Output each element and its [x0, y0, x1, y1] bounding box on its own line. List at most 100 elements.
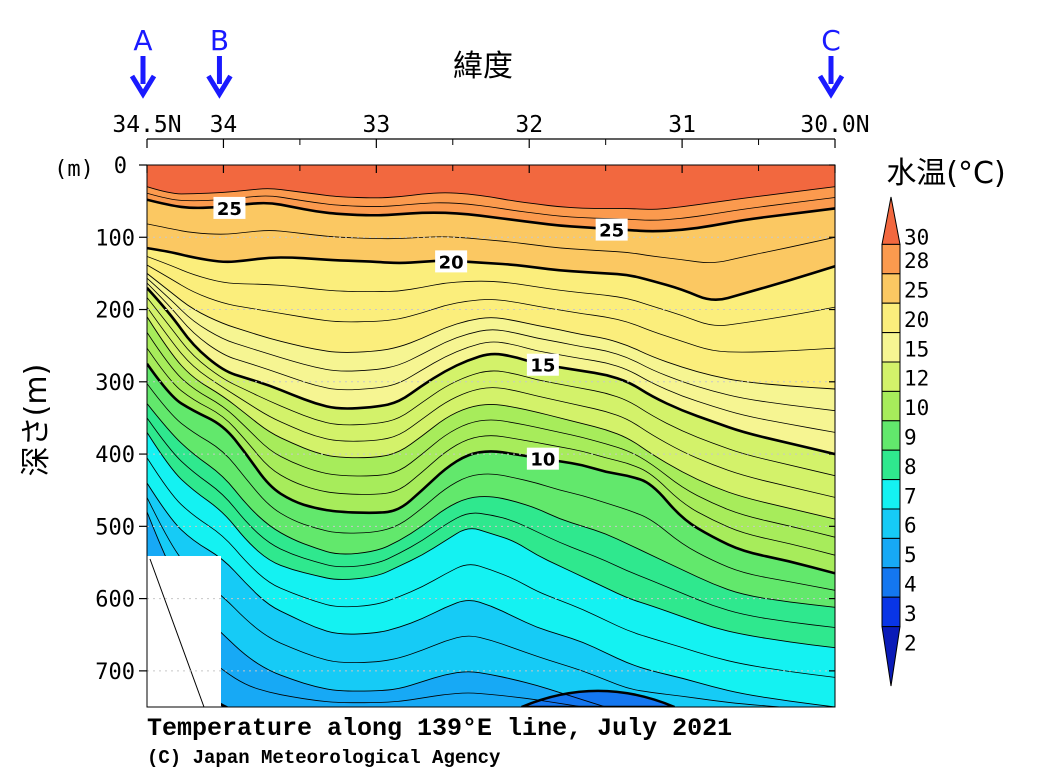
- contour-line: [147, 457, 835, 678]
- isotherm-labels: 25 25 20 15 10: [213, 196, 628, 471]
- contour-line: [147, 264, 835, 353]
- colorbar-segment: [881, 332, 901, 363]
- isotherm-label-bg: [526, 447, 559, 470]
- isotherm-25: [147, 198, 835, 233]
- colorbar-label: 7: [904, 484, 917, 508]
- contour-line: [147, 383, 835, 591]
- latitude-axis: 34.5N 34 33 32 31 30.0N: [112, 112, 870, 173]
- depth-gridlines: [147, 236, 835, 672]
- station-marker-label: A: [133, 24, 152, 57]
- colorbar-segment: [881, 596, 901, 628]
- contour-line: [147, 256, 835, 326]
- contour-line: [147, 587, 586, 707]
- contour-line: [147, 277, 835, 412]
- colorbar-segment: [881, 626, 901, 687]
- no-data-region: [147, 556, 221, 708]
- contour-line: [147, 192, 835, 221]
- y-tick-label: 200: [95, 299, 135, 324]
- contour-line: [147, 223, 835, 264]
- contour-line: [147, 273, 835, 390]
- station-markers: A B C: [129, 24, 845, 99]
- colorbar-label: 10: [904, 396, 929, 420]
- colorbar-segment: [881, 361, 901, 392]
- colorbar-label: 2: [904, 631, 917, 655]
- isotherm-label-bg: [213, 196, 246, 219]
- colorbar-segment: [881, 449, 901, 481]
- contour-line: [147, 403, 835, 608]
- colorbar-label: 6: [904, 514, 917, 538]
- isotherm-label: 25: [599, 221, 624, 242]
- x-axis-label: 緯度: [453, 49, 513, 84]
- isotherm-label: 20: [439, 252, 464, 273]
- isotherm-label: 10: [530, 450, 555, 471]
- station-marker-arrow-head: [129, 74, 157, 99]
- y-axis-label: 深さ(m): [19, 364, 54, 477]
- colorbar-segment: [881, 302, 901, 334]
- colorbar-segment: [881, 537, 901, 569]
- depth-axis: 0 100 200 300 400 500 600 700: [95, 154, 835, 685]
- colorbar-label: 9: [904, 426, 917, 450]
- y-tick-label: 700: [95, 660, 135, 685]
- y-tick-label: 500: [95, 515, 135, 540]
- x-tick-label: 34.5N: [112, 112, 181, 138]
- isotherm-label: 15: [530, 356, 555, 377]
- contour-line: [147, 347, 835, 556]
- plot-frame: [146, 164, 836, 708]
- station-marker-arrow-head: [817, 74, 845, 99]
- station-marker-label: C: [821, 24, 841, 57]
- x-tick-label: 32: [515, 112, 543, 138]
- colorbar-segment: [881, 479, 901, 510]
- y-tick-label: 100: [95, 226, 135, 251]
- colorbar-label: 30: [904, 226, 929, 250]
- colorbar-label: 20: [904, 308, 929, 332]
- isotherm-label-bg: [595, 218, 628, 241]
- colorbar-label: 8: [904, 455, 917, 479]
- colorbar-label: 12: [904, 367, 929, 391]
- isotherm-10: [147, 362, 835, 575]
- temperature-band: [147, 483, 835, 707]
- contour-line: [147, 316, 835, 520]
- colorbar-label: 15: [904, 337, 929, 361]
- colorbar-segment: [881, 243, 901, 275]
- colorbar-segment: [881, 420, 901, 451]
- contour-line: [147, 332, 835, 538]
- colorbar-segment: [881, 196, 901, 245]
- isotherm-lines: [147, 198, 835, 707]
- colorbar-segment: [881, 567, 901, 598]
- colorbar-segment: [881, 273, 901, 304]
- y-tick-label: 400: [95, 443, 135, 468]
- deep-cold-pocket: [521, 689, 675, 707]
- contour-line: [147, 482, 835, 707]
- contour-line: [147, 432, 835, 649]
- colorbar-segment: [881, 390, 901, 422]
- colorbar-label: 28: [904, 249, 929, 273]
- chart-title: Temperature along 139°E line, July 2021: [147, 714, 732, 743]
- contour-line: [147, 417, 835, 628]
- y-tick-label: 600: [95, 588, 135, 613]
- contour-line: [147, 306, 835, 498]
- isotherm-20: [147, 246, 835, 302]
- contour-line: [147, 497, 787, 707]
- contour-line: [147, 282, 835, 433]
- contour-line: [147, 186, 835, 210]
- colorbar-title: 水温(°C): [886, 156, 1005, 191]
- isotherm-label-bg: [526, 353, 559, 376]
- isotherm-label: 25: [217, 199, 242, 220]
- station-marker-label: B: [210, 24, 229, 57]
- y-tick-label: 300: [95, 371, 135, 396]
- chart-credit: (C) Japan Meteorological Agency: [147, 747, 501, 769]
- isotherm-label-bg: [435, 250, 468, 273]
- colorbar-label: 25: [904, 279, 929, 303]
- x-tick-label: 30.0N: [800, 112, 869, 138]
- x-tick-label: 31: [668, 112, 696, 138]
- colorbar-label: 5: [904, 543, 917, 567]
- y-tick-label: 0: [114, 154, 127, 179]
- isotherm-15: [147, 287, 835, 456]
- colorbar-label: 4: [904, 573, 917, 597]
- station-marker-arrow-head: [206, 74, 233, 99]
- contour-line: [147, 297, 835, 477]
- x-tick-label: 33: [362, 112, 390, 138]
- colorbar-label: 3: [904, 602, 917, 626]
